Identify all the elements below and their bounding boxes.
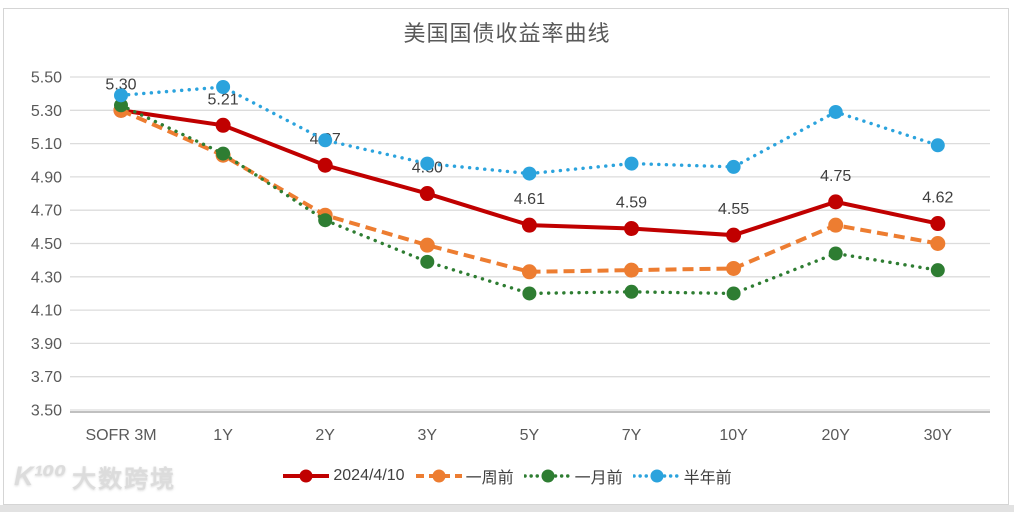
y-axis-tick-label: 5.50 [31,70,62,87]
data-point-marker [420,254,435,269]
data-point-marker [521,217,537,233]
x-axis-tick-label: SOFR 3M [85,427,156,444]
chart-legend: 2024/4/10 一周前 一月前 半年前 [0,462,1014,490]
legend-marker-icon [632,469,681,483]
data-point-marker [318,133,333,148]
data-point-marker [930,138,945,153]
data-point-marker [930,216,946,232]
data-point-marker [828,104,843,119]
x-axis-tick-label: 3Y [418,427,438,444]
y-axis-tick-label: 4.50 [31,236,62,253]
data-point-marker [419,237,435,253]
legend-marker-icon [415,469,462,483]
data-point-marker [215,117,231,133]
legend-marker-icon [523,469,572,483]
data-point-marker [624,262,639,278]
x-axis-tick-label: 7Y [622,427,642,444]
data-point-label: 4.75 [820,168,851,185]
y-axis-tick-label: 5.30 [31,103,62,120]
data-point-marker [216,79,231,94]
data-point-label: 5.30 [105,76,136,93]
x-axis-tick-label: 30Y [924,427,953,444]
series-line [119,103,940,296]
data-point-marker [419,186,435,202]
legend-item-一周前: 一周前 [415,464,514,488]
data-point-marker [930,263,945,278]
data-point-marker [726,159,741,174]
data-point-marker [726,227,742,243]
legend-label: 一月前 [574,470,623,487]
x-axis-tick-label: 20Y [821,427,850,444]
data-point-marker [930,236,946,251]
data-point-marker [318,213,333,228]
data-point-marker [726,260,742,276]
x-axis-tick-label: 1Y [213,427,233,444]
data-point-marker [828,217,844,233]
chart-title: 美国国债收益率曲线 [403,21,611,46]
y-axis-tick-label: 3.70 [31,369,62,386]
data-point-marker [420,156,435,171]
watermark-logo-icon: K¹⁰⁰ [14,461,67,491]
legend-item-半年前: 半年前 [632,464,732,488]
data-point-label: 5.21 [208,91,239,108]
y-axis-tick-label: 3.50 [31,403,62,420]
data-point-marker [114,98,128,113]
series-line [119,85,940,176]
legend-label: 2024/4/10 [333,467,405,484]
data-point-marker [624,284,639,299]
series-一月前 [114,98,945,301]
series-2024/4/10: 5.305.214.974.804.614.594.554.754.62 [105,76,953,243]
data-point-label: 4.59 [616,195,647,212]
y-axis-tick-label: 4.90 [31,169,62,186]
watermark-text: 大数跨境 [72,466,177,493]
series-line [120,108,939,274]
data-point-marker [317,157,333,173]
legend-label: 一周前 [465,470,514,487]
y-axis-tick-label: 5.10 [31,136,62,153]
x-axis-tick-label: 2Y [315,427,335,444]
data-point-label: 4.62 [922,190,953,207]
data-point-marker [216,146,231,161]
legend-item-一月前: 一月前 [523,464,623,488]
x-axis-tick-label: 5Y [520,427,540,444]
bottom-strip [0,505,1014,512]
watermark: K¹⁰⁰ 大数跨境 [14,459,176,494]
legend-marker-icon [283,469,330,483]
data-point-marker [726,286,741,301]
y-axis-tick-label: 4.10 [31,303,62,320]
y-axis-tick-label: 4.70 [31,203,62,220]
x-axis-tick-label: 10Y [719,427,748,444]
data-point-marker [521,264,537,280]
data-point-marker [624,156,639,171]
data-point-marker [828,246,843,261]
data-point-label: 4.61 [514,191,545,208]
y-axis-tick-label: 4.30 [31,269,62,286]
legend-label: 半年前 [683,470,732,487]
series-半年前 [114,79,945,181]
legend-item-2024/4/10: 2024/4/10 [282,467,405,485]
data-point-marker [114,88,128,103]
y-axis-tick-label: 3.90 [31,336,62,353]
data-point-marker [522,166,537,181]
data-point-marker [828,194,844,210]
data-point-marker [624,221,639,237]
data-point-marker [522,286,537,301]
data-point-label: 4.55 [718,201,749,218]
